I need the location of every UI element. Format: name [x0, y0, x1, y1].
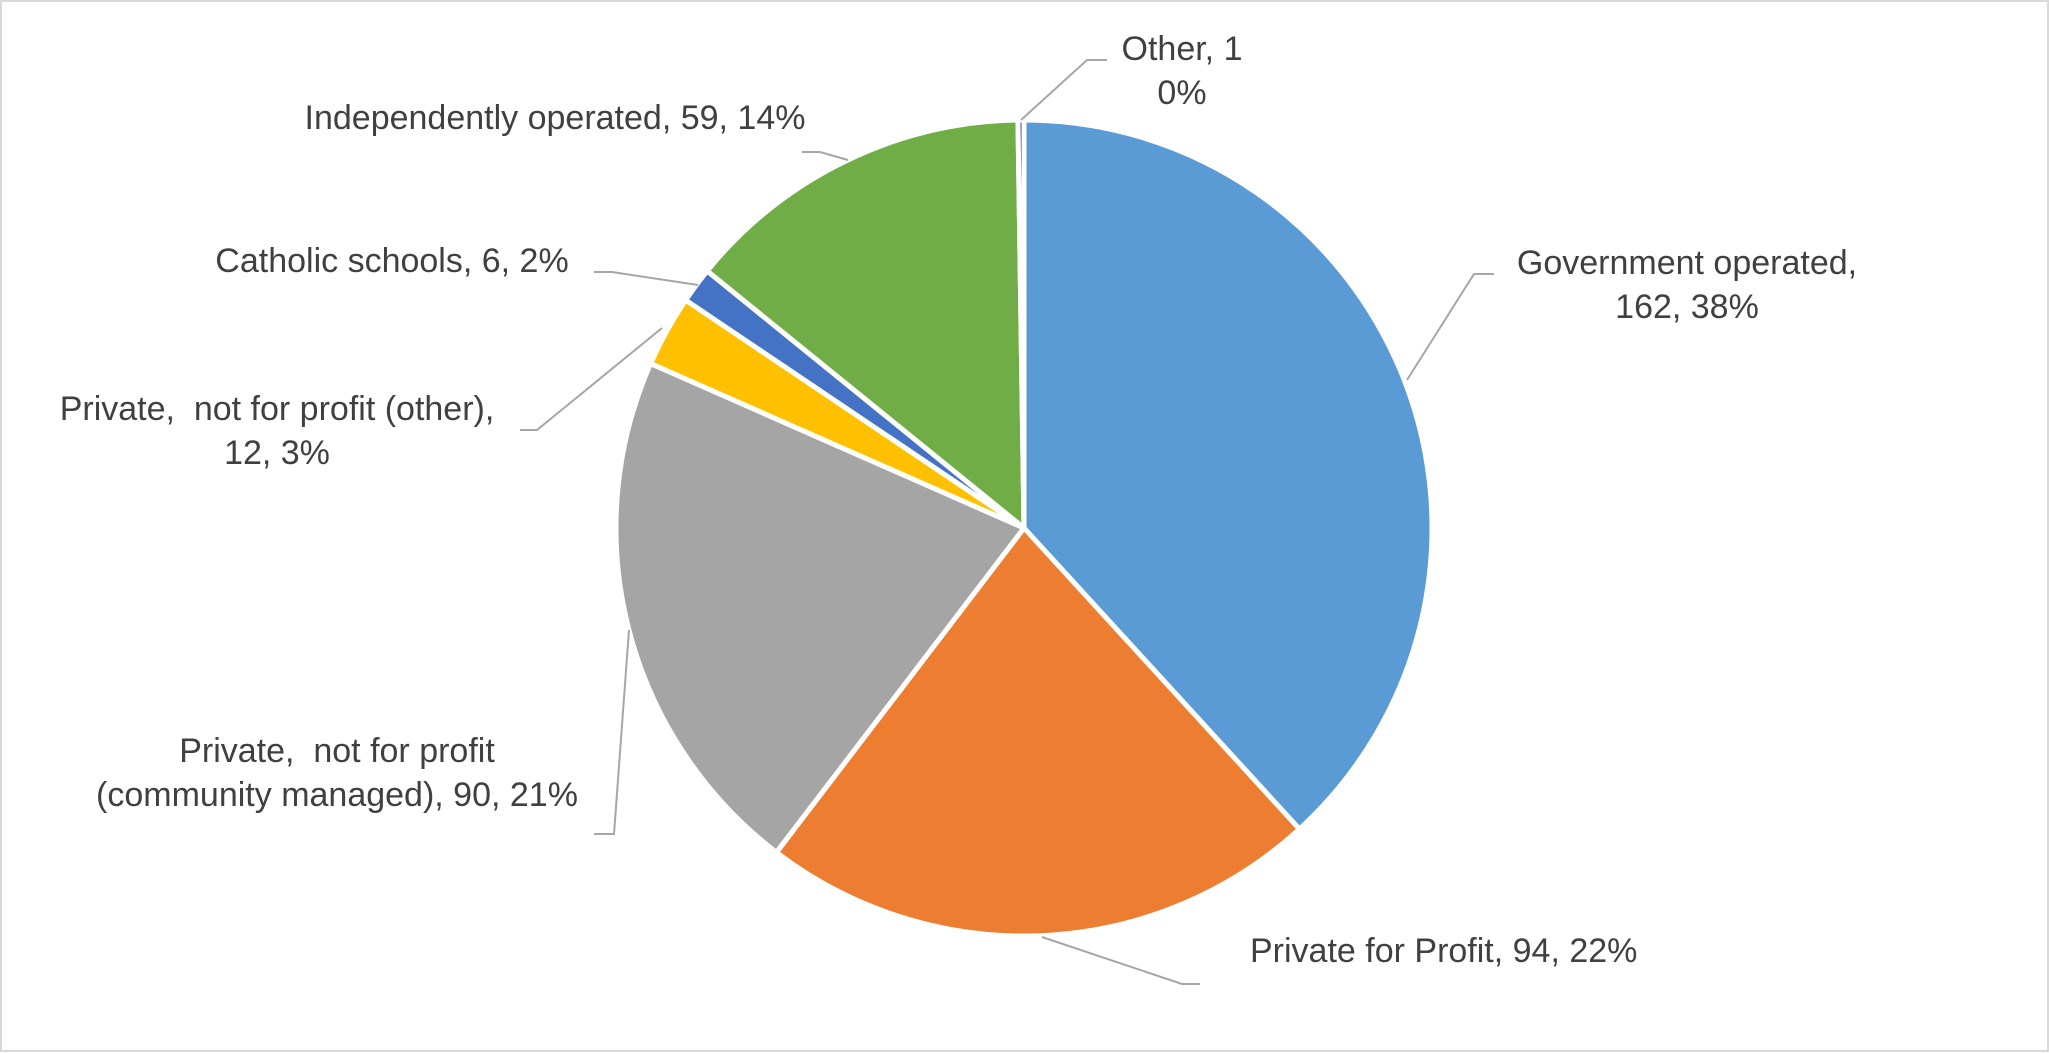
data-label-catholic-schools: Catholic schools, 6, 2%	[215, 242, 568, 280]
data-label-private-not-for-profit-other: Private, not for profit (other), 12, 3%	[60, 390, 495, 472]
data-label-private-not-for-profit-community-managed: Private, not for profit (community manage…	[96, 732, 578, 814]
leader-line-other	[1020, 59, 1107, 121]
data-label-line: (community managed), 90, 21%	[96, 776, 578, 814]
leader-line-private-not-for-profit-community-managed	[594, 629, 630, 835]
data-label-line: Catholic schools, 6, 2%	[215, 242, 568, 280]
data-label-government-operated: Government operated, 162, 38%	[1517, 244, 1857, 326]
data-label-line: Government operated,	[1517, 244, 1857, 282]
pie-slice-independently-operated	[704, 117, 1027, 531]
leader-line-independently-operated	[802, 151, 849, 161]
leader-line-private-for-profit	[1041, 936, 1200, 985]
data-labels: Government operated, 162, 38% Private for …	[60, 30, 1857, 985]
pie-slice-government-operated	[1021, 117, 1435, 832]
pie-slices	[613, 117, 1435, 939]
data-label-line: Private, not for profit (other),	[60, 390, 495, 428]
data-label-other: Other, 1 0%	[1122, 30, 1243, 112]
data-label-line: 162, 38%	[1615, 288, 1759, 326]
pie-slice-other	[1015, 117, 1027, 531]
leader-line-private-not-for-profit-other	[520, 327, 663, 431]
pie-slice-private-for-profit	[773, 525, 1302, 939]
data-label-line: Private for Profit, 94, 22%	[1250, 932, 1637, 970]
leader-line-catholic-schools	[594, 271, 699, 286]
data-label-line: 12, 3%	[224, 434, 330, 472]
data-label-line: Other, 1	[1122, 30, 1243, 68]
leader-line-government-operated	[1406, 273, 1494, 381]
data-label-private-for-profit: Private for Profit, 94, 22%	[1250, 932, 1637, 970]
data-label-line: Private, not for profit	[179, 732, 495, 770]
data-label-independently-operated: Independently operated, 59, 14%	[305, 99, 806, 137]
data-label-line: 0%	[1157, 74, 1206, 112]
data-label-line: Independently operated, 59, 14%	[305, 99, 806, 137]
